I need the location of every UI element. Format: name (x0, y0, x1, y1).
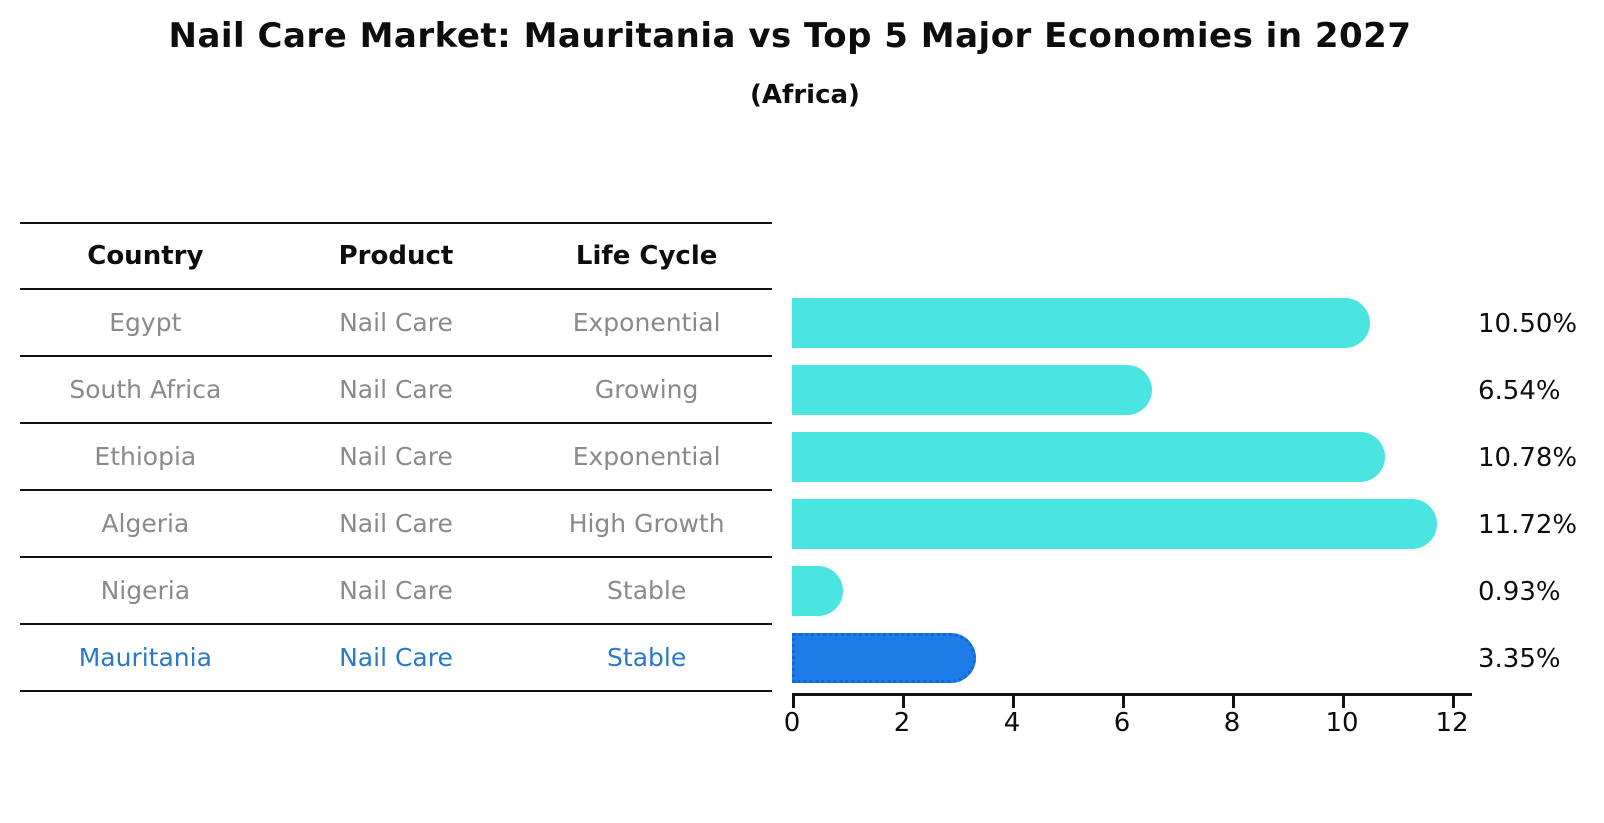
table-cell-life-cycle: Stable (607, 576, 687, 605)
table-cell-country: Mauritania (78, 643, 212, 672)
table-row-nigeria: Nigeria Nail Care Stable (20, 558, 772, 625)
bar-row-mauritania (792, 625, 1472, 692)
bar-south-africa (792, 365, 1152, 415)
table-row-egypt: Egypt Nail Care Exponential (20, 290, 772, 357)
country-table: Country Product Life Cycle Egypt Nail Care E… (20, 222, 772, 692)
page-title: Nail Care Market: Mauritania vs Top 5 Ma… (168, 16, 1412, 56)
bar-ethiopia (792, 432, 1385, 482)
column-header-life-cycle: Life Cycle (575, 241, 718, 271)
bar-value-label-algeria: 11.72% (1478, 509, 1578, 540)
page-subtitle: (Africa) (750, 80, 860, 110)
x-axis-tick-label-12: 12 (1435, 708, 1469, 738)
table-row-mauritania: Mauritania Nail Care Stable (20, 625, 772, 692)
bar-value-label-south-africa: 6.54% (1478, 375, 1561, 406)
table-cell-country: South Africa (69, 375, 222, 404)
bar-value-label-egypt: 10.50% (1478, 308, 1578, 339)
table-cell-country: Egypt (109, 308, 182, 337)
bar-row-egypt (792, 290, 1472, 357)
table-cell-country: Ethiopia (94, 442, 197, 471)
bar-value-label-mauritania: 3.35% (1478, 643, 1561, 674)
table-cell-product: Nail Care (339, 576, 453, 605)
column-header-product: Product (338, 241, 454, 271)
bar-mauritania (792, 633, 976, 683)
x-axis-tick-label-8: 8 (1223, 708, 1241, 738)
bar-row-south-africa (792, 357, 1472, 424)
bar-row-ethiopia (792, 424, 1472, 491)
x-axis-tick-8 (1232, 696, 1235, 708)
table-cell-life-cycle: Exponential (572, 308, 721, 337)
bar-egypt (792, 298, 1370, 348)
bar-value-label-ethiopia: 10.78% (1478, 442, 1578, 473)
x-axis-tick-label-2: 2 (893, 708, 911, 738)
x-axis-tick-4 (1012, 696, 1015, 708)
table-cell-country: Nigeria (100, 576, 191, 605)
x-axis-tick-label-4: 4 (1003, 708, 1021, 738)
x-axis-tick-label-0: 0 (783, 708, 801, 738)
bar-algeria (792, 499, 1437, 549)
table-row-south-africa: South Africa Nail Care Growing (20, 357, 772, 424)
table-row-ethiopia: Ethiopia Nail Care Exponential (20, 424, 772, 491)
table-row-algeria: Algeria Nail Care High Growth (20, 491, 772, 558)
x-axis-tick-label-6: 6 (1113, 708, 1131, 738)
bar-row-nigeria (792, 558, 1472, 625)
bar-row-algeria (792, 491, 1472, 558)
table-header-row: Country Product Life Cycle (20, 222, 772, 290)
table-cell-product: Nail Care (339, 442, 453, 471)
x-axis-tick-2 (902, 696, 905, 708)
table-cell-product: Nail Care (339, 509, 453, 538)
column-header-country: Country (87, 241, 204, 271)
x-axis-tick-6 (1122, 696, 1125, 708)
x-axis-line (792, 693, 1472, 696)
bar-value-label-nigeria: 0.93% (1478, 576, 1561, 607)
x-axis-tick-label-10: 10 (1325, 708, 1359, 738)
table-cell-product: Nail Care (339, 375, 453, 404)
x-axis-tick-0 (792, 696, 795, 708)
x-axis-tick-12 (1452, 696, 1455, 708)
table-cell-life-cycle: High Growth (568, 509, 725, 538)
table-cell-product: Nail Care (339, 643, 453, 672)
table-body: Egypt Nail Care Exponential South Africa Nai… (20, 290, 772, 692)
x-axis-tick-10 (1342, 696, 1345, 708)
table-cell-life-cycle: Exponential (572, 442, 721, 471)
bar-plot-area (792, 290, 1472, 692)
table-cell-product: Nail Care (339, 308, 453, 337)
table-cell-life-cycle: Growing (594, 375, 699, 404)
table-cell-life-cycle: Stable (607, 643, 687, 672)
bar-nigeria (792, 566, 843, 616)
table-cell-country: Algeria (101, 509, 190, 538)
